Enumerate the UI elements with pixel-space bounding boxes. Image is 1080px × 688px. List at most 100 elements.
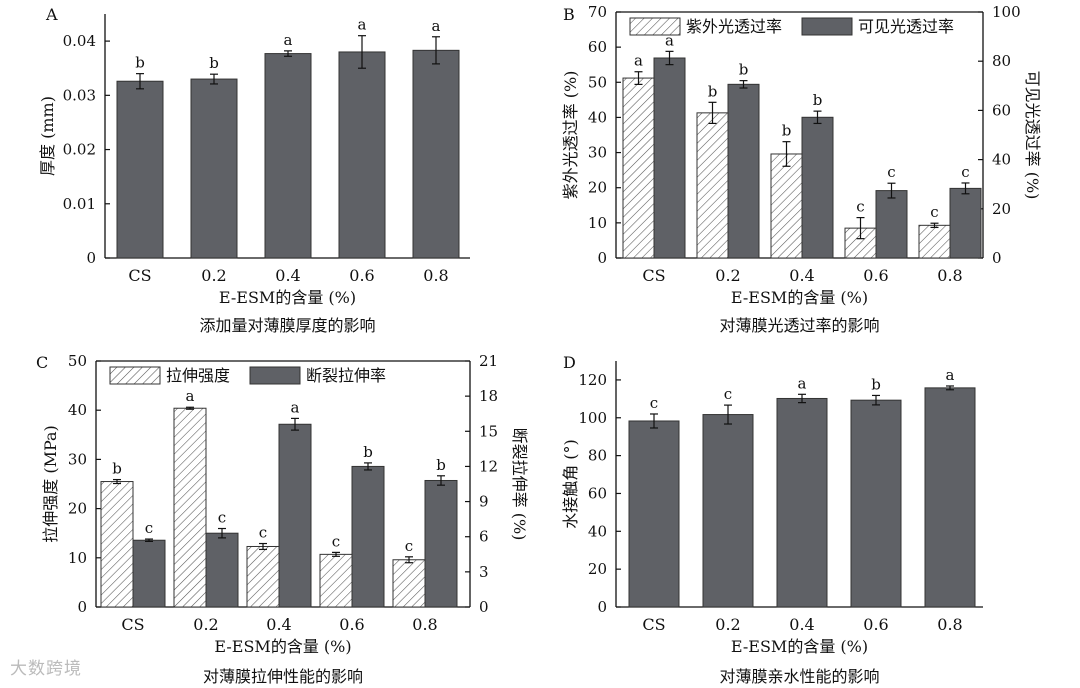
bar[interactable] bbox=[116, 80, 164, 259]
bar[interactable] bbox=[205, 532, 239, 608]
error-bar bbox=[437, 475, 445, 486]
legend-swatch bbox=[249, 366, 301, 385]
x-tick-label: 0.4 bbox=[789, 266, 814, 285]
bar[interactable] bbox=[190, 78, 238, 259]
significance-label: b bbox=[135, 54, 145, 72]
error-bar bbox=[218, 527, 226, 539]
y-tick-label: 80 bbox=[588, 447, 607, 465]
significance-label: b bbox=[813, 91, 823, 109]
bar[interactable] bbox=[132, 539, 166, 608]
error-bar bbox=[887, 182, 896, 199]
significance-label: b bbox=[782, 122, 792, 140]
significance-label: c bbox=[259, 524, 267, 542]
bar[interactable] bbox=[246, 545, 280, 608]
significance-label: a bbox=[634, 52, 643, 70]
y-tick-label: 0 bbox=[77, 598, 87, 616]
bar[interactable] bbox=[424, 479, 458, 608]
bar[interactable] bbox=[412, 49, 460, 259]
y2-tick-label: 18 bbox=[479, 387, 498, 405]
panel-label: D bbox=[563, 353, 576, 372]
error-bar bbox=[782, 141, 791, 167]
legend: 拉伸强度 断裂拉伸率 bbox=[109, 366, 386, 385]
y2-tick-label: 15 bbox=[479, 422, 498, 440]
x-tick-label: 0.8 bbox=[423, 266, 448, 285]
bar[interactable] bbox=[319, 553, 353, 608]
y2-tick-label: 9 bbox=[479, 493, 489, 511]
bar[interactable] bbox=[696, 112, 729, 259]
x-tick-label: 0.4 bbox=[275, 266, 300, 285]
bar[interactable] bbox=[918, 224, 951, 259]
y-tick-label: 50 bbox=[68, 352, 87, 370]
y-axis-title: 紫外光透过率 (%) bbox=[561, 71, 580, 200]
y-tick-label: 30 bbox=[68, 450, 87, 468]
bar[interactable] bbox=[173, 407, 207, 608]
bar[interactable] bbox=[392, 559, 426, 608]
significance-label: c bbox=[930, 203, 938, 221]
bar[interactable] bbox=[776, 397, 828, 608]
bar[interactable] bbox=[264, 53, 312, 259]
bar[interactable] bbox=[949, 187, 982, 259]
bar[interactable] bbox=[653, 57, 686, 259]
significance-label: b bbox=[871, 375, 881, 393]
bar[interactable] bbox=[727, 83, 760, 259]
x-tick-label: CS bbox=[642, 615, 665, 634]
y2-tick-label: 60 bbox=[992, 101, 1011, 119]
error-bar bbox=[650, 413, 658, 429]
bar[interactable] bbox=[622, 77, 655, 259]
significance-label: c bbox=[218, 509, 226, 527]
y-tick-label: 120 bbox=[578, 371, 607, 389]
x-tick-label: 0.2 bbox=[715, 266, 740, 285]
bar[interactable] bbox=[850, 399, 902, 608]
x-tick-label: 0.6 bbox=[863, 615, 888, 634]
legend-label: 拉伸强度 bbox=[166, 366, 230, 385]
y-tick-label: 0.01 bbox=[63, 195, 96, 213]
significance-label: c bbox=[332, 532, 340, 550]
legend-label: 可见光透过率 bbox=[858, 17, 954, 36]
y-tick-label: 0 bbox=[597, 249, 607, 267]
significance-label: c bbox=[961, 163, 969, 181]
y2-tick-label: 0 bbox=[992, 249, 1002, 267]
significance-label: c bbox=[145, 519, 153, 537]
bar[interactable] bbox=[702, 414, 754, 608]
bar[interactable] bbox=[801, 116, 834, 259]
error-bar bbox=[665, 50, 674, 66]
error-bar bbox=[358, 35, 366, 69]
y-tick-label: 10 bbox=[588, 214, 607, 232]
chart-caption: 对薄膜光透过率的影响 bbox=[719, 316, 879, 335]
x-tick-label: 0.2 bbox=[715, 615, 740, 634]
y-tick-label: 0 bbox=[597, 598, 607, 616]
bar[interactable] bbox=[351, 465, 385, 608]
x-axis-title: E-ESM的含量 (%) bbox=[731, 637, 868, 656]
bar[interactable] bbox=[770, 153, 803, 259]
bar[interactable] bbox=[100, 481, 134, 608]
error-bar bbox=[872, 394, 880, 406]
y-tick-label: 0.03 bbox=[63, 86, 96, 104]
bar[interactable] bbox=[924, 387, 976, 608]
y-tick-label: 50 bbox=[588, 73, 607, 91]
x-tick-label: 0.6 bbox=[339, 615, 364, 634]
significance-label: c bbox=[724, 385, 732, 403]
bar[interactable] bbox=[338, 51, 386, 259]
error-bar bbox=[210, 73, 218, 85]
legend-swatch bbox=[629, 17, 681, 36]
error-bar bbox=[634, 71, 643, 85]
chart-panel-a: 0 0.01 0.02 0.03 0.04 CS b 0.2 b 0.4 a 0.6 a 0.8 a A E-E… bbox=[38, 5, 470, 335]
bar[interactable] bbox=[628, 420, 680, 608]
chart-caption: 对薄膜拉伸性能的影响 bbox=[203, 667, 363, 686]
y-tick-label: 20 bbox=[588, 560, 607, 578]
x-tick-label: CS bbox=[128, 266, 151, 285]
chart-panel-c: 0 10 20 30 40 50 0 3 6 9 12 15 18 21 CS b c 0.2 a c 0.4 c a 0.6… bbox=[36, 352, 529, 686]
error-bar bbox=[259, 542, 267, 551]
significance-label: c bbox=[887, 163, 895, 181]
y2-tick-label: 3 bbox=[479, 563, 489, 581]
legend: 紫外光透过率 可见光透过率 bbox=[629, 17, 954, 36]
bar[interactable] bbox=[875, 190, 908, 259]
error-bar bbox=[284, 50, 292, 57]
y-axis-title: 拉伸强度 (MPa) bbox=[41, 425, 60, 543]
bar[interactable] bbox=[278, 423, 312, 608]
y2-tick-label: 12 bbox=[479, 457, 498, 475]
y-tick-label: 0 bbox=[86, 249, 96, 267]
y-tick-label: 0.04 bbox=[63, 32, 96, 50]
error-bar bbox=[961, 182, 970, 195]
